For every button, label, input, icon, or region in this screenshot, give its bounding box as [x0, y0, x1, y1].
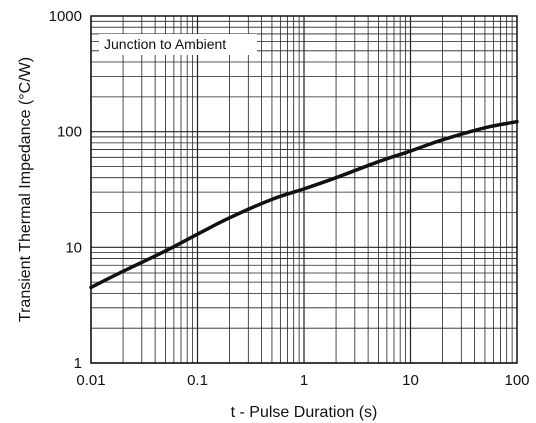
- y-tick-label: 100: [57, 124, 82, 141]
- x-tick-labels: 0.01 0.1 1 10 100: [76, 372, 529, 389]
- x-tick-label: 0.1: [187, 372, 208, 389]
- y-tick-label: 1: [74, 355, 82, 372]
- x-axis-label: t - Pulse Duration (s): [231, 404, 378, 421]
- annotation-background: [99, 34, 257, 55]
- plot-frame: [90, 15, 518, 364]
- series-line: [89, 119, 519, 290]
- x-tick-label: 100: [504, 372, 529, 389]
- y-tick-labels: 1 10 100 1000: [49, 8, 82, 372]
- y-tick-label: 10: [65, 239, 82, 256]
- x-tick-label: 0.01: [76, 372, 105, 389]
- y-axis-label: Transient Thermal Impedance (°C/W): [17, 57, 34, 322]
- x-tick-label: 10: [402, 372, 419, 389]
- annotation-text: Junction to Ambient: [104, 36, 226, 52]
- y-tick-label: 1000: [49, 8, 82, 25]
- x-tick-label: 1: [300, 372, 308, 389]
- grid: [90, 16, 517, 364]
- annotation-box: Junction to Ambient: [99, 34, 257, 55]
